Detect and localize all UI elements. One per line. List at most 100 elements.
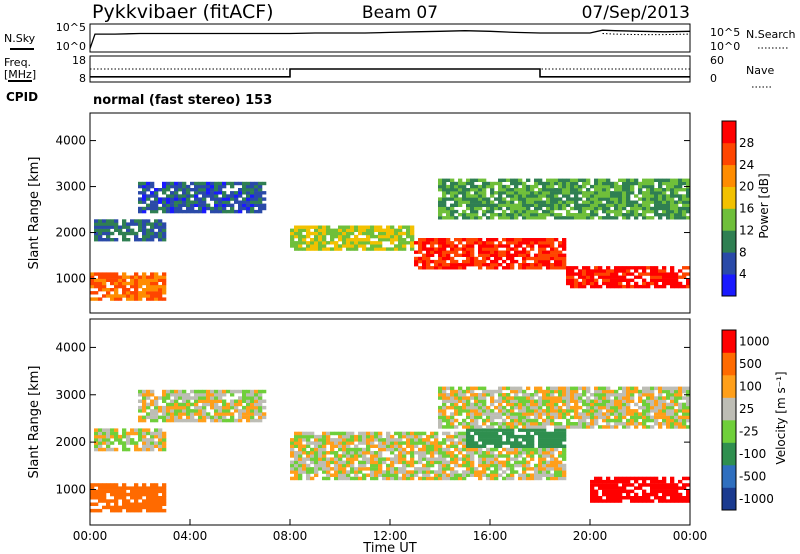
velocity-cell	[526, 415, 531, 420]
velocity-cell	[502, 431, 507, 436]
velocity-cell	[554, 428, 559, 432]
power-cell	[662, 269, 667, 273]
velocity-cell	[218, 418, 223, 423]
power-cell	[530, 200, 535, 204]
power-cell	[174, 194, 179, 198]
power-cell	[154, 225, 159, 229]
power-cell	[126, 281, 131, 286]
velocity-cell	[590, 422, 595, 426]
power-cell	[522, 263, 527, 267]
velocity-cell	[394, 438, 399, 442]
velocity-cell	[158, 434, 163, 439]
power-cell	[662, 206, 667, 211]
power-cell	[650, 191, 655, 195]
power-cell	[658, 191, 663, 195]
velocity-cell	[198, 389, 203, 394]
power-cell	[438, 178, 443, 182]
velocity-cell	[486, 463, 491, 468]
velocity-cell	[554, 463, 559, 468]
power-cell	[602, 194, 607, 198]
power-cell	[602, 206, 607, 211]
power-cell	[658, 284, 663, 289]
power-cell	[614, 272, 619, 276]
power-cell	[538, 241, 543, 245]
velocity-cell	[434, 434, 439, 439]
power-cell	[154, 200, 159, 204]
power-cell	[210, 197, 215, 201]
velocity-cell	[518, 418, 523, 423]
power-cell	[298, 247, 303, 251]
power-cell	[482, 203, 487, 207]
power-cell	[614, 206, 619, 211]
velocity-cell	[550, 409, 555, 413]
power-cell	[606, 184, 611, 189]
velocity-cell	[614, 389, 619, 394]
power-cell	[666, 275, 671, 279]
velocity-cell	[94, 492, 99, 497]
velocity-cell	[638, 422, 643, 426]
velocity-cell	[470, 412, 475, 416]
power-cell	[302, 234, 307, 239]
velocity-cell	[450, 467, 455, 471]
power-cell	[510, 263, 515, 267]
velocity-cell	[126, 434, 131, 439]
power-cell	[658, 197, 663, 201]
velocity-cell	[438, 444, 443, 448]
power-cell	[646, 281, 651, 286]
power-cell	[450, 191, 455, 195]
velocity-cell	[654, 409, 659, 413]
power-cell	[202, 194, 207, 198]
velocity-cell	[498, 454, 503, 458]
power-cell	[510, 181, 515, 186]
power-cell	[662, 181, 667, 186]
velocity-cell	[122, 496, 127, 500]
power-colorbar-segment	[722, 142, 736, 166]
power-cell	[582, 266, 587, 270]
power-cell	[470, 188, 475, 192]
velocity-cell	[406, 451, 411, 455]
power-cell	[218, 188, 223, 192]
velocity-cell	[354, 457, 359, 461]
velocity-cell	[242, 399, 247, 403]
power-cell	[438, 206, 443, 211]
velocity-cell	[634, 412, 639, 416]
power-cell	[138, 181, 143, 186]
velocity-cell	[342, 441, 347, 445]
velocity-cell	[494, 460, 499, 465]
power-cell	[590, 278, 595, 282]
power-cell	[146, 231, 151, 236]
power-cell	[198, 203, 203, 207]
velocity-cell	[634, 386, 639, 391]
power-ytick-label: 1000	[55, 272, 86, 286]
velocity-cell	[686, 492, 691, 497]
power-cell	[262, 206, 267, 211]
velocity-cell	[146, 496, 151, 500]
velocity-cell	[150, 441, 155, 445]
velocity-cell	[394, 444, 399, 448]
power-cell	[646, 266, 651, 270]
power-cell	[478, 259, 483, 264]
power-cell	[538, 263, 543, 267]
velocity-cell	[630, 422, 635, 426]
velocity-cell	[350, 451, 355, 455]
velocity-cell	[150, 431, 155, 436]
velocity-cell	[662, 483, 667, 487]
power-cell	[542, 238, 547, 242]
power-cell	[102, 272, 107, 276]
freq-left-tick-bottom: 8	[79, 72, 86, 85]
velocity-cell	[370, 460, 375, 465]
velocity-cell	[550, 418, 555, 423]
power-cell	[234, 191, 239, 195]
velocity-cell	[478, 438, 483, 442]
velocity-cell	[558, 425, 563, 429]
velocity-cell	[562, 444, 567, 448]
power-cell	[470, 178, 475, 182]
velocity-cell	[682, 396, 687, 400]
power-cell	[490, 266, 495, 270]
power-cell	[534, 238, 539, 242]
velocity-cell	[538, 422, 543, 426]
velocity-cell	[598, 396, 603, 400]
power-cell	[122, 278, 127, 282]
power-cell	[178, 181, 183, 186]
velocity-cell	[446, 399, 451, 403]
